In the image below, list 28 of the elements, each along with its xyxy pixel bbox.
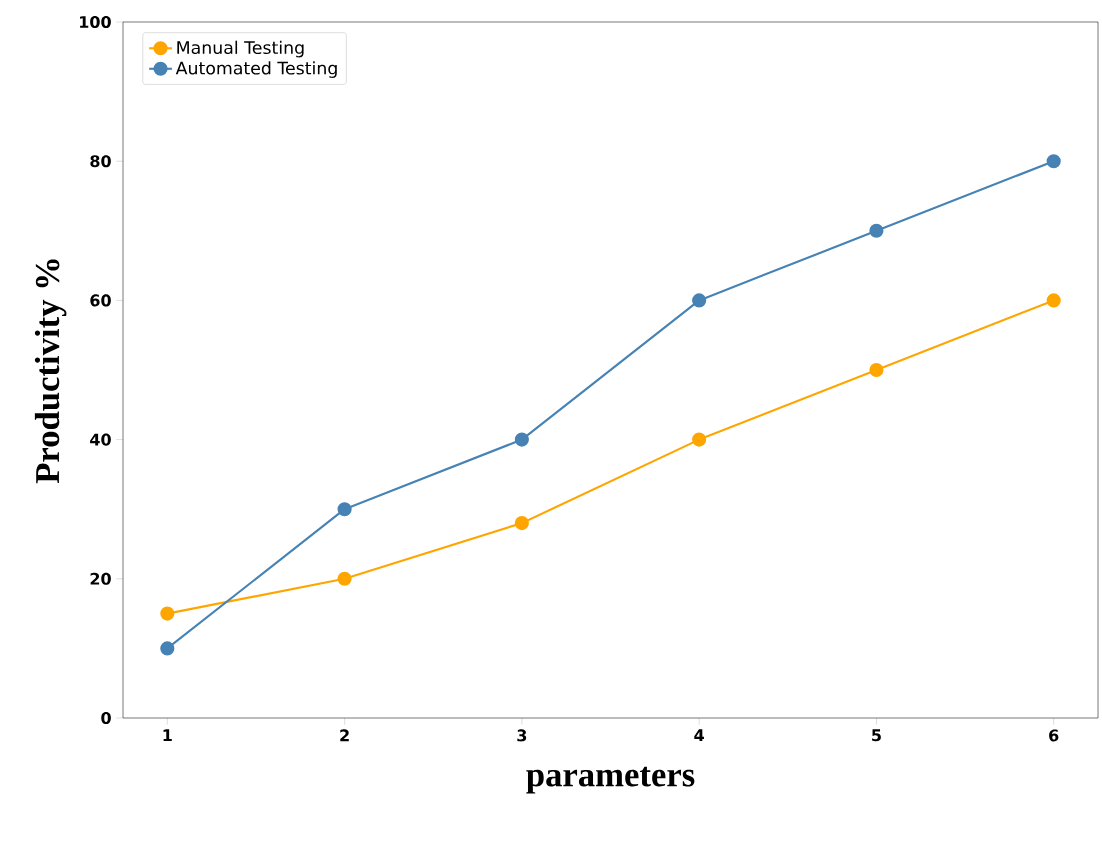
point <box>692 432 707 447</box>
point <box>160 641 175 656</box>
y-tick-label: 100 <box>80 15 111 29</box>
point <box>160 606 175 621</box>
x-axis-title: parameters <box>526 766 695 794</box>
x-tick-label: 3 <box>517 729 527 742</box>
y-tick-label: 60 <box>90 294 111 307</box>
point <box>1046 154 1061 169</box>
point <box>692 293 707 308</box>
point <box>1046 293 1061 308</box>
x-tick-label: 1 <box>163 729 172 742</box>
legend-label: Automated Testing <box>175 61 337 78</box>
x-tick-label: 2 <box>340 729 349 742</box>
y-tick-label: 80 <box>90 155 111 168</box>
y-tick-label: 40 <box>90 433 111 446</box>
point <box>514 432 529 447</box>
x-tick-label: 4 <box>694 729 704 742</box>
point <box>514 516 529 531</box>
y-tick-label: 20 <box>90 572 111 585</box>
point <box>337 502 352 517</box>
x-tick-label: 6 <box>1049 729 1059 742</box>
point <box>337 571 352 586</box>
x-tick-label: 5 <box>872 729 881 742</box>
legend-label: Manual Testing <box>177 40 304 58</box>
y-axis-title: Productivity % <box>34 259 67 484</box>
y-tick-label: 0 <box>101 711 111 725</box>
point <box>869 362 884 378</box>
point <box>869 223 884 238</box>
